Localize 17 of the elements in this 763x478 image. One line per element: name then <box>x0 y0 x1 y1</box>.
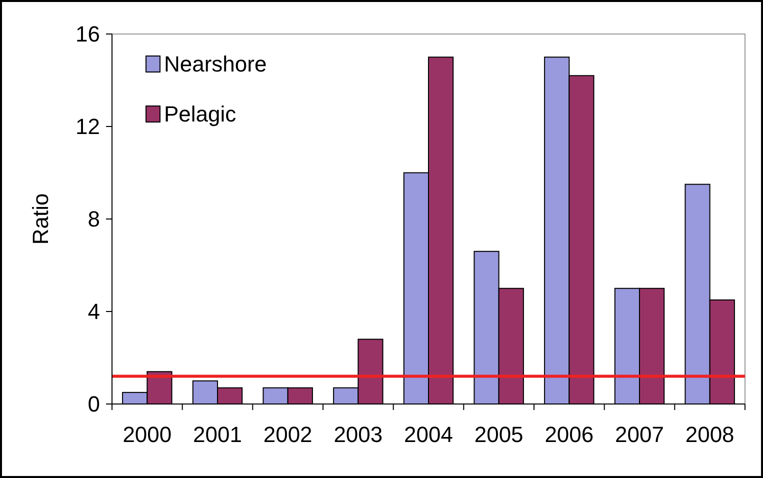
y-tick-label: 8 <box>88 206 100 232</box>
y-axis-title: Ratio <box>28 193 53 245</box>
x-tick-label: 2001 <box>193 422 242 447</box>
x-tick-label: 2000 <box>122 422 172 447</box>
x-tick-label: 2004 <box>404 422 453 447</box>
y-tick-label: 0 <box>88 392 100 417</box>
legend-label: Pelagic <box>164 102 236 127</box>
y-tick-label: 12 <box>76 114 100 140</box>
legend-label: Nearshore <box>164 52 267 77</box>
y-tick-label: 4 <box>88 299 100 324</box>
x-tick-label: 2003 <box>334 422 383 447</box>
x-tick-label: 2006 <box>544 422 594 447</box>
x-tick-label: 2007 <box>615 422 664 447</box>
x-tick-label: 2005 <box>474 422 524 447</box>
y-tick-label: 16 <box>76 22 100 47</box>
x-tick-label: 2008 <box>685 422 734 447</box>
x-tick-label: 2002 <box>263 422 312 447</box>
